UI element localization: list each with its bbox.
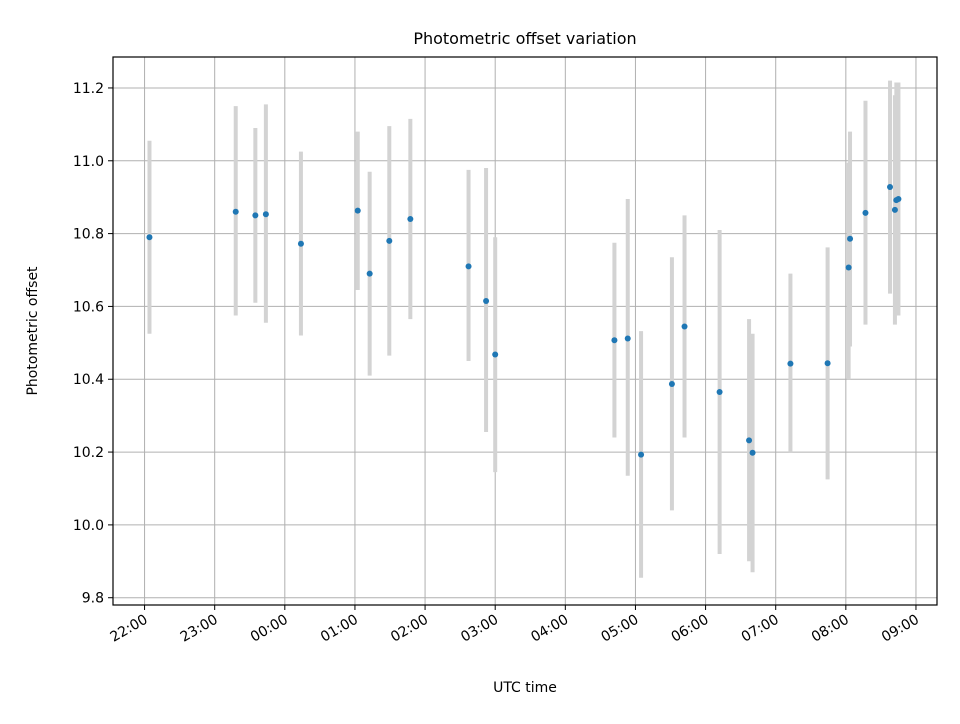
- data-point: [895, 196, 902, 203]
- y-tick-label: 10.4: [73, 372, 104, 388]
- plot-frame: [112, 56, 938, 606]
- x-axis-label: UTC time: [493, 680, 557, 696]
- data-point: [887, 183, 894, 190]
- y-tick-label: 10.8: [73, 227, 104, 243]
- data-point: [386, 237, 393, 244]
- data-point: [611, 337, 618, 344]
- y-tick-label: 10.6: [73, 299, 104, 315]
- data-point: [146, 234, 153, 241]
- y-tick-label: 11.0: [73, 154, 104, 170]
- data-point: [716, 388, 723, 395]
- data-point: [624, 335, 631, 342]
- data-point: [668, 380, 675, 387]
- data-point: [638, 451, 645, 458]
- y-tick-label: 10.2: [73, 445, 104, 461]
- data-point: [681, 323, 688, 330]
- data-point: [262, 211, 269, 218]
- data-point: [407, 216, 414, 223]
- data-point: [845, 264, 852, 271]
- data-points: [146, 183, 902, 458]
- data-point: [824, 360, 831, 367]
- data-point: [465, 263, 472, 270]
- y-tick-label: 10.0: [73, 518, 104, 534]
- data-point: [891, 206, 898, 213]
- y-axis-label: Photometric offset: [25, 266, 41, 396]
- data-point: [847, 235, 854, 242]
- data-point: [492, 351, 499, 358]
- data-point: [354, 207, 361, 214]
- grid-lines: [113, 57, 937, 605]
- data-point: [483, 297, 490, 304]
- y-tick-label: 9.8: [82, 591, 104, 607]
- data-point: [749, 449, 756, 456]
- data-point: [862, 209, 869, 216]
- y-axis-ticks: 9.8 10.0 10.2 10.4 10.6 10.8 11.0 11.2: [73, 81, 113, 607]
- data-point: [232, 208, 239, 215]
- data-point: [252, 212, 259, 219]
- data-point: [787, 360, 794, 367]
- data-point: [746, 437, 753, 444]
- y-tick-label: 11.2: [73, 81, 104, 97]
- data-point: [297, 240, 304, 247]
- data-point: [366, 270, 373, 277]
- chart-title: Photometric offset variation: [413, 29, 636, 48]
